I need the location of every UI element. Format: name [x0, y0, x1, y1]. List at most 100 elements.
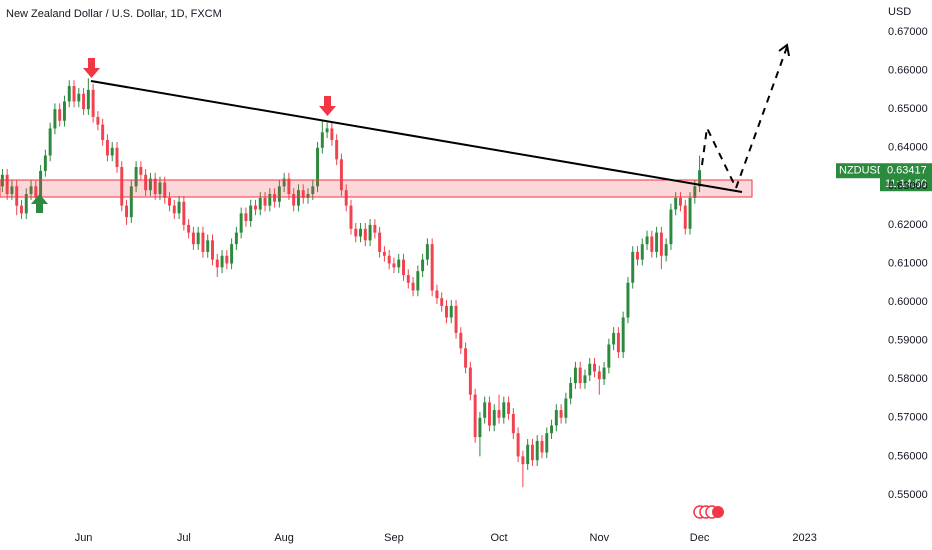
candle-body — [593, 363, 597, 372]
candle-body — [449, 305, 453, 318]
candle-body — [430, 244, 434, 291]
candle-body — [573, 367, 577, 384]
candle-body — [53, 109, 57, 129]
candle-body — [182, 201, 186, 225]
candle-body — [631, 251, 635, 283]
candle-body — [0, 174, 4, 187]
candle-body — [134, 167, 138, 187]
candle-body — [48, 128, 52, 156]
candle-body — [564, 398, 568, 418]
x-tick-label: 2023 — [792, 532, 816, 544]
candle-body — [86, 89, 90, 110]
candle-body — [473, 394, 477, 438]
candle-body — [636, 251, 639, 260]
candle-body — [659, 232, 663, 256]
candle-body — [497, 410, 501, 418]
candle-body — [540, 440, 544, 453]
candle-body — [545, 433, 549, 453]
candle-body — [335, 140, 339, 160]
candle-body — [478, 417, 482, 438]
candle-body — [158, 182, 162, 195]
candle-body — [578, 367, 582, 384]
candle-body — [349, 205, 353, 229]
candle-body — [234, 232, 238, 245]
candle-body — [616, 332, 620, 353]
candle-body — [296, 190, 300, 206]
candle-body — [96, 116, 100, 125]
candle-body — [253, 205, 257, 210]
candle-body — [583, 375, 587, 384]
candle-body — [82, 93, 86, 110]
support-zone — [0, 179, 753, 198]
candle-body — [492, 410, 496, 426]
candle-body — [516, 433, 520, 457]
candle-body — [526, 444, 530, 465]
candle-body — [29, 186, 33, 195]
y-tick-label: 0.58000 — [888, 373, 928, 385]
candle-body — [249, 205, 253, 222]
y-axis-label: USD — [888, 6, 911, 18]
candle-body — [177, 201, 181, 214]
x-tick-label: Oct — [490, 532, 507, 544]
candle-body — [43, 155, 47, 171]
candle-body — [487, 402, 491, 426]
candle-body — [263, 197, 267, 206]
candle-body — [454, 305, 458, 333]
x-tick-label: Nov — [590, 532, 610, 544]
candle-body — [464, 348, 468, 368]
candle-body — [602, 367, 606, 380]
price-tag-countdown: 11:14:50 — [885, 178, 927, 190]
candle-body — [287, 178, 291, 195]
candle-body — [387, 255, 391, 264]
candle-body — [397, 259, 401, 268]
candle-body — [483, 402, 487, 418]
candle-body — [139, 167, 143, 175]
candle-body — [416, 271, 420, 291]
price-tag-box — [880, 163, 932, 192]
y-tick-label: 0.57000 — [888, 412, 928, 424]
candle-body — [698, 170, 702, 187]
candle-body — [440, 298, 444, 306]
candle-body — [101, 124, 105, 141]
candle-body — [626, 282, 630, 318]
candle-body — [655, 232, 659, 252]
candle-body — [597, 371, 601, 380]
candle-body — [339, 159, 343, 191]
candle-body — [129, 186, 133, 218]
candle-body — [378, 232, 382, 252]
candle-body — [530, 444, 534, 461]
candle-body — [5, 174, 9, 195]
projection-arrowhead — [778, 43, 790, 57]
price-tag-symbol: NZDUSD — [839, 165, 885, 177]
candle-body — [58, 109, 62, 121]
y-tick-label: 0.59000 — [888, 335, 928, 347]
y-tick-label: 0.56000 — [888, 450, 928, 462]
candle-body — [559, 410, 563, 418]
candle-body — [301, 190, 305, 198]
y-tick-label: 0.67000 — [888, 26, 928, 38]
candle-body — [507, 402, 511, 414]
candle-body — [683, 205, 687, 229]
candle-body — [163, 182, 167, 198]
candle-body — [306, 194, 310, 198]
candle-body — [187, 224, 191, 233]
candle-body — [277, 186, 281, 202]
candle-body — [148, 178, 152, 191]
y-tick-label: 0.66000 — [888, 64, 928, 76]
down-arrow — [83, 58, 100, 78]
y-tick-label: 0.55000 — [888, 489, 928, 501]
candle-body — [402, 259, 405, 276]
candle-body — [445, 305, 448, 318]
candle-body — [153, 178, 157, 195]
candle-body — [201, 232, 205, 252]
candle-body — [206, 240, 210, 252]
candle-body — [292, 194, 296, 206]
candles — [0, 78, 702, 488]
candle-body — [392, 263, 396, 268]
candle-body — [678, 197, 682, 206]
candle-body — [363, 228, 367, 241]
candle-body — [468, 367, 472, 395]
candle-body — [569, 383, 573, 399]
